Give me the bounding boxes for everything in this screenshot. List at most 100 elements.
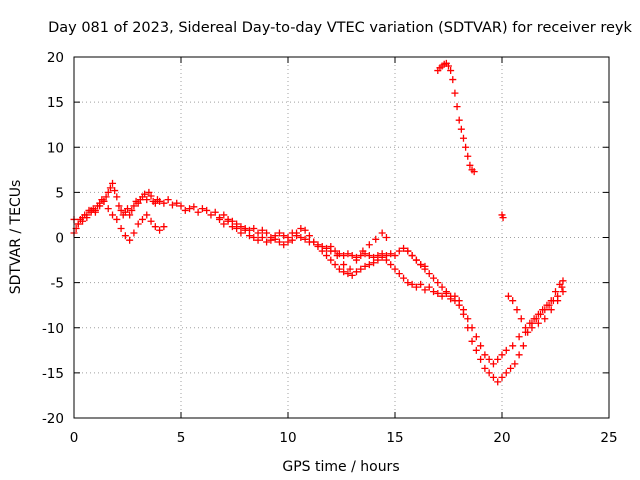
data-point xyxy=(455,301,463,309)
data-point xyxy=(284,238,292,246)
data-points xyxy=(70,59,567,386)
data-point xyxy=(245,232,253,240)
data-point xyxy=(151,223,159,231)
data-point xyxy=(271,235,279,243)
data-point xyxy=(552,288,559,296)
data-point xyxy=(327,243,335,251)
data-point xyxy=(559,288,567,296)
data-point xyxy=(115,202,123,210)
data-point xyxy=(314,243,322,251)
data-point xyxy=(181,206,189,214)
data-point xyxy=(372,235,380,243)
data-point xyxy=(430,288,438,296)
data-point xyxy=(481,351,489,359)
data-point xyxy=(404,247,412,255)
data-point xyxy=(434,289,442,297)
data-point xyxy=(361,262,369,270)
series-track-a xyxy=(70,179,429,270)
data-point xyxy=(559,277,567,285)
data-point xyxy=(128,206,136,214)
data-point xyxy=(333,252,341,260)
data-point xyxy=(425,270,433,278)
data-point xyxy=(451,89,459,97)
data-point xyxy=(156,197,164,205)
data-point xyxy=(190,203,198,211)
data-point xyxy=(160,199,168,207)
data-point xyxy=(117,206,125,214)
x-tick-label: 5 xyxy=(177,430,186,446)
data-point xyxy=(173,199,181,207)
data-point xyxy=(331,261,339,269)
data-point xyxy=(457,125,465,133)
data-point xyxy=(357,252,365,260)
data-point xyxy=(109,179,117,187)
data-point xyxy=(400,244,408,252)
data-point xyxy=(348,271,356,279)
data-point xyxy=(141,190,149,198)
data-point xyxy=(494,355,502,363)
data-point xyxy=(280,232,288,240)
x-tick-label: 20 xyxy=(493,430,510,446)
data-point xyxy=(509,297,517,305)
data-point xyxy=(211,208,219,216)
data-point xyxy=(91,208,99,216)
data-point xyxy=(382,256,390,264)
data-point xyxy=(177,202,185,210)
data-point xyxy=(477,355,485,363)
data-point xyxy=(104,188,112,196)
data-point xyxy=(477,342,485,350)
data-point xyxy=(459,134,467,142)
y-tick-label: -20 xyxy=(42,411,64,427)
x-tick-label: 0 xyxy=(70,430,79,446)
data-point xyxy=(267,236,275,244)
data-point xyxy=(113,215,121,223)
data-point xyxy=(455,116,463,124)
data-point xyxy=(216,215,224,223)
data-point xyxy=(421,265,429,273)
data-point xyxy=(111,187,119,195)
data-point xyxy=(365,252,373,260)
data-point xyxy=(442,288,450,296)
data-point xyxy=(365,261,373,269)
x-tick-label: 15 xyxy=(386,430,403,446)
data-point xyxy=(543,301,551,309)
data-point xyxy=(233,224,241,232)
data-point xyxy=(522,328,530,336)
data-point xyxy=(417,280,425,288)
data-point xyxy=(143,196,151,204)
data-point xyxy=(121,208,129,216)
data-point xyxy=(104,205,112,213)
data-point xyxy=(109,211,117,219)
data-point xyxy=(160,223,168,231)
data-point xyxy=(554,297,562,305)
data-point xyxy=(530,315,538,323)
data-point xyxy=(515,333,523,341)
data-point xyxy=(113,193,121,201)
data-point xyxy=(412,256,420,264)
chart-title: Day 081 of 2023, Sidereal Day-to-day VTE… xyxy=(48,20,632,36)
data-point xyxy=(408,252,416,260)
data-point xyxy=(498,373,506,381)
data-point xyxy=(417,261,425,269)
data-point xyxy=(331,247,339,255)
data-point xyxy=(87,206,95,214)
data-point xyxy=(382,234,390,241)
data-point xyxy=(547,297,555,305)
data-point xyxy=(301,226,309,234)
data-point xyxy=(237,223,245,231)
data-point xyxy=(220,211,228,219)
data-point xyxy=(534,319,542,327)
data-point xyxy=(526,319,534,327)
data-point xyxy=(357,265,365,273)
y-tick-label: 0 xyxy=(55,231,64,247)
data-point xyxy=(352,268,360,276)
data-point xyxy=(556,280,564,288)
y-tick-label: -5 xyxy=(51,276,64,292)
data-point xyxy=(134,220,142,228)
data-point xyxy=(408,280,416,288)
data-point xyxy=(121,232,129,240)
data-point xyxy=(340,268,348,276)
data-point xyxy=(517,315,525,323)
data-point xyxy=(297,234,305,241)
data-point xyxy=(250,234,258,241)
